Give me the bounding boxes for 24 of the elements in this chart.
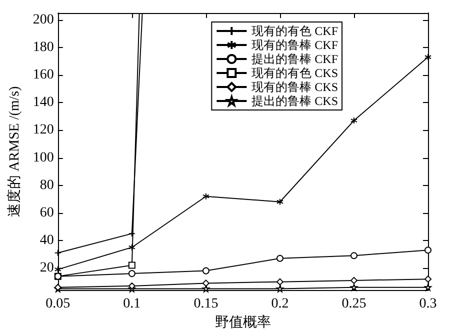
y-tick-label: 20: [40, 260, 54, 276]
x-tick-label: 0.3: [419, 296, 437, 312]
y-tick-label: 140: [32, 95, 54, 110]
x-tick-label: 0.15: [194, 296, 218, 312]
x-axis-title: 野值概率: [214, 314, 271, 330]
legend-label: 现有的有色 CKS: [252, 66, 338, 80]
x-tick-label: 0.1: [123, 296, 141, 312]
legend-label: 现有的鲁棒 CKS: [252, 80, 338, 94]
y-tick-label: 100: [32, 150, 54, 166]
y-tick-label: 160: [32, 68, 54, 83]
x-tick-label: 0.2: [271, 296, 289, 312]
y-tick-label: 60: [40, 205, 54, 220]
y-axis-title: 速度的 ARMSE /(m/s): [6, 86, 22, 217]
legend-label: 提出的鲁棒 CKS: [252, 94, 338, 108]
y-tick-label: 180: [32, 40, 54, 55]
y-tick-label: 80: [40, 178, 54, 193]
y-tick-label: 200: [32, 12, 54, 28]
y-tick-label: 120: [32, 122, 54, 138]
x-tick-label: 0.05: [46, 296, 70, 312]
legend-label: 现有的鲁棒 CKF: [252, 38, 338, 52]
legend-label: 提出的鲁棒 CKF: [252, 52, 338, 66]
legend-label: 现有的有色 CKF: [252, 24, 338, 38]
x-tick-label: 0.25: [342, 296, 366, 312]
y-tick-label: 40: [40, 232, 54, 248]
